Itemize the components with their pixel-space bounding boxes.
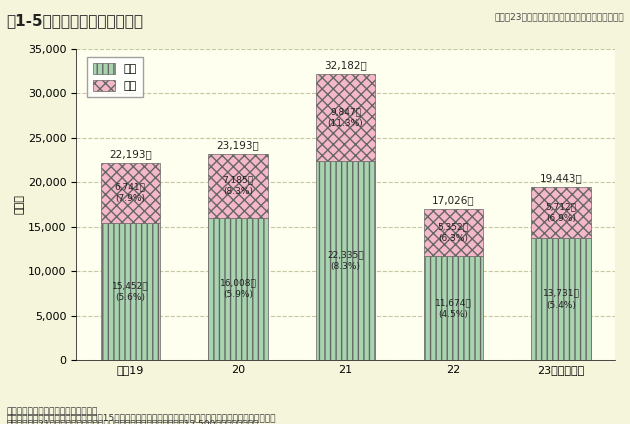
Text: 22,193人: 22,193人 [109, 149, 152, 159]
Text: 16,008人
(5.9%): 16,008人 (5.9%) [219, 279, 256, 299]
Text: 15,452人
(5.6%): 15,452人 (5.6%) [112, 281, 149, 302]
Bar [423, 209, 483, 256]
Text: （平成23年度一般職の国家公務員の任用状況調査）: （平成23年度一般職の国家公務員の任用状況調査） [494, 13, 624, 22]
Text: 図1-5　最近５年間の離職者数: 図1-5 最近５年間の離職者数 [6, 13, 143, 28]
Bar [531, 238, 590, 360]
Bar [316, 74, 375, 162]
Text: ３　平成21年度の離職者数には、社会保険庁の廃止に伴うもの（約12,500人）が含まれる。: ３ 平成21年度の離職者数には、社会保険庁の廃止に伴うもの（約12,500人）が… [6, 420, 259, 424]
Text: 5,352人
(6.3%): 5,352人 (6.3%) [438, 222, 469, 243]
Text: （注）１　日本郵政公社職員を除く。: （注）１ 日本郵政公社職員を除く。 [6, 407, 98, 416]
Bar [531, 187, 590, 238]
Y-axis label: （人）: （人） [15, 195, 25, 215]
Text: 32,182人: 32,182人 [324, 60, 367, 70]
Text: 11,674人
(4.5%): 11,674人 (4.5%) [435, 298, 472, 319]
Text: 17,026人: 17,026人 [432, 195, 474, 205]
Text: 13,731人
(5.4%): 13,731人 (5.4%) [542, 289, 580, 310]
Bar [101, 223, 160, 360]
Text: ２　（　）内は離職率（前年度１月15日現在の在職者数に対する当該年度中の離職者数の割合）を示す。: ２ （ ）内は離職率（前年度１月15日現在の在職者数に対する当該年度中の離職者数… [6, 413, 276, 422]
Text: 23,193人: 23,193人 [217, 140, 260, 150]
Bar [316, 162, 375, 360]
Text: 5,712人
(6.9%): 5,712人 (6.9%) [546, 202, 576, 223]
Text: 7,185人
(8.3%): 7,185人 (8.3%) [222, 176, 253, 196]
Bar [423, 256, 483, 360]
Text: 19,443人: 19,443人 [539, 173, 582, 184]
Text: 22,335人
(8.3%): 22,335人 (8.3%) [327, 251, 364, 271]
Bar [101, 163, 160, 223]
Bar [209, 154, 268, 218]
Legend: 男性, 女性: 男性, 女性 [87, 57, 142, 97]
Bar [209, 218, 268, 360]
Text: 9,847人
(11.3%): 9,847人 (11.3%) [328, 107, 364, 128]
Text: 6,741人
(7.9%): 6,741人 (7.9%) [115, 182, 146, 203]
